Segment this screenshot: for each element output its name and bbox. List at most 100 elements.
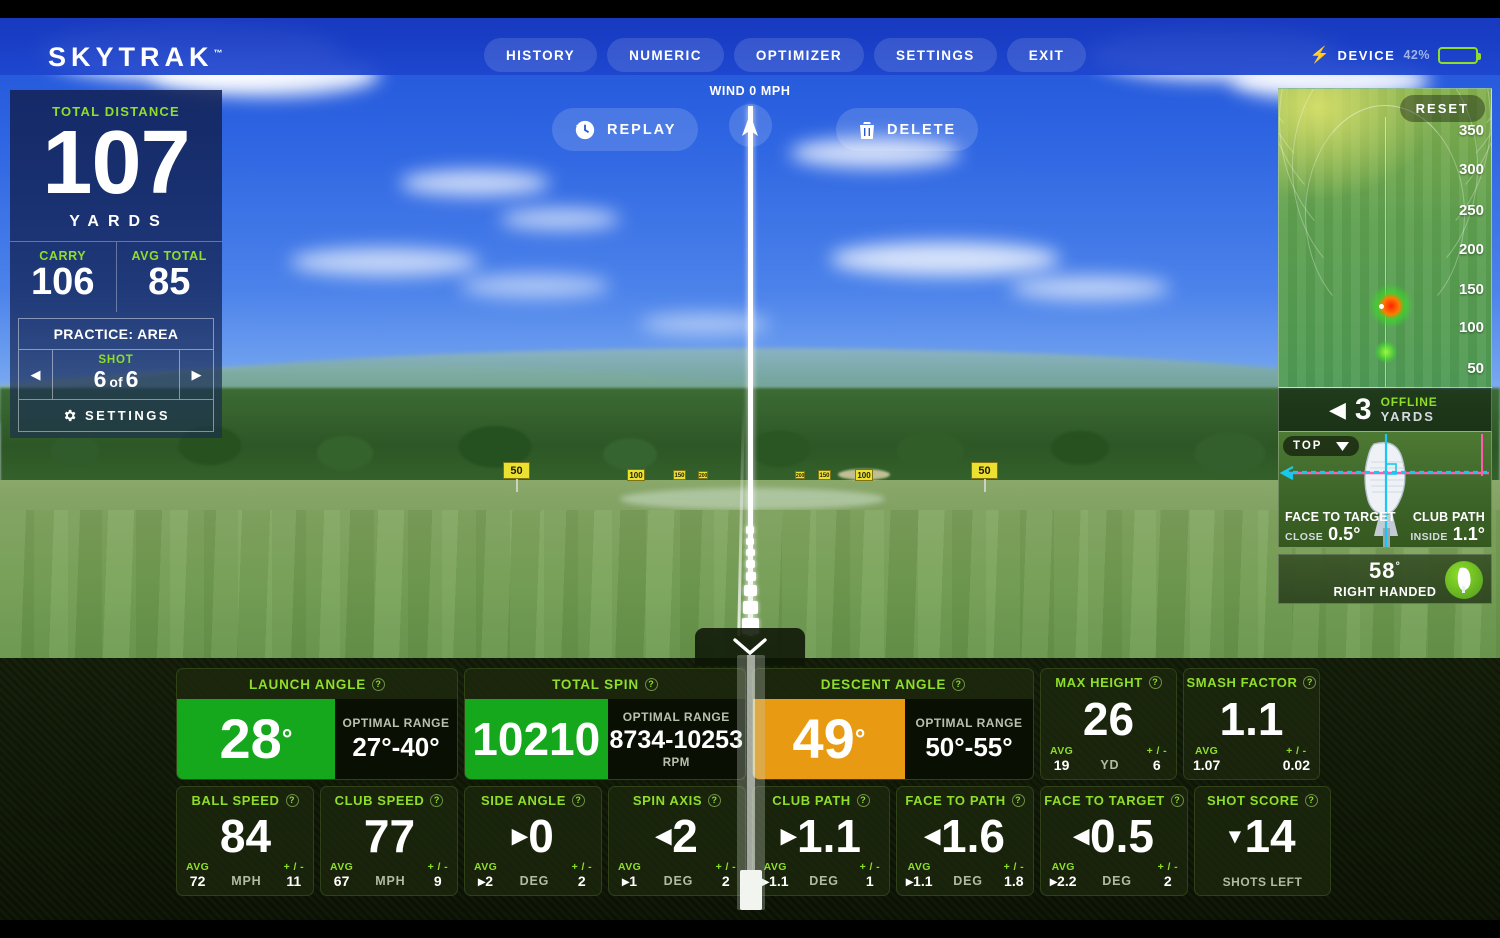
yard-marker-50-left: 50	[503, 462, 530, 479]
practice-settings-button[interactable]: SETTINGS	[19, 400, 213, 431]
smash-factor-header: SMASH FACTOR ?	[1184, 669, 1319, 696]
wind-direction-button[interactable]	[728, 104, 772, 147]
nav-button-history[interactable]: HISTORY	[484, 38, 598, 72]
avg-label: AVG	[763, 860, 787, 873]
delete-button[interactable]: DELETE	[836, 108, 979, 151]
spin-axis-footer: AVG ▸1 DEG + / - 2	[609, 859, 745, 895]
help-icon[interactable]: ?	[1304, 793, 1318, 807]
bottom-letterbox	[0, 920, 1500, 938]
optimal-range-label: OPTIMAL RANGE	[342, 715, 450, 730]
stat-card-face-to-target[interactable]: FACE TO TARGET ? ◂ 0.5 AVG ▸2.2 DEG + / -…	[1040, 786, 1188, 896]
help-icon[interactable]: ?	[1303, 676, 1317, 690]
yard-marker-post	[984, 470, 986, 492]
ball-position-marker	[743, 601, 758, 614]
stat-card-club-speed[interactable]: CLUB SPEED ? 77 AVG 67 MPH + / - 9	[320, 786, 458, 896]
wedge-glyph	[1457, 567, 1471, 593]
club-delivery-viewer[interactable]: TOP	[1278, 431, 1492, 548]
help-icon[interactable]: ?	[1011, 793, 1025, 807]
ball-speed-footer: AVG 72 MPH + / - 11	[177, 859, 313, 895]
stat-card-side-angle[interactable]: SIDE ANGLE ? ▸ 0 AVG ▸2 DEG + / - 2	[464, 786, 602, 896]
help-icon[interactable]: ?	[285, 793, 299, 807]
avg-arrow: ▸	[622, 872, 630, 889]
face-to-path-header: FACE TO PATH ?	[897, 787, 1033, 813]
club-selector[interactable]: 58° RIGHT HANDED	[1278, 554, 1492, 604]
shot-score-header: SHOT SCORE ?	[1195, 787, 1330, 813]
face-to-path-variance: + / - 1.8	[1004, 861, 1024, 889]
device-label: DEVICE	[1337, 47, 1396, 63]
offline-readout: ◀ 3 OFFLINE YARDS	[1278, 388, 1492, 431]
avg-value: ▸1	[622, 873, 637, 889]
dispersion-tick-50: 50	[1467, 360, 1484, 377]
optimal-card-total-spin[interactable]: TOTAL SPIN ? 10210 OPTIMAL RANGE 8734-10…	[464, 668, 746, 780]
pm-value: 2	[577, 872, 586, 889]
slider-knob[interactable]	[740, 870, 762, 910]
launch-angle-body: 28 ° OPTIMAL RANGE 27°-40°	[177, 699, 457, 779]
stat-card-max-height[interactable]: MAX HEIGHT ? 26 AVG 19 YD + / - 6	[1040, 668, 1177, 780]
dispersion-tick-300: 300	[1458, 161, 1484, 178]
help-icon[interactable]: ?	[571, 793, 585, 807]
nav-button-numeric[interactable]: NUMERIC	[607, 38, 724, 72]
dispersion-map[interactable]: RESET 350 300 250 200 150 100 50	[1278, 88, 1492, 388]
shot-label: SHOT	[98, 354, 134, 367]
slider-track	[747, 655, 755, 910]
max-height-unit: YD	[1100, 758, 1120, 772]
avg-total-label: AVG TOTAL	[131, 248, 208, 263]
nav-button-settings[interactable]: SETTINGS	[873, 38, 997, 72]
stat-card-smash-factor[interactable]: SMASH FACTOR ? 1.1 AVG 1.07 + / - 0.02	[1183, 668, 1320, 780]
help-icon[interactable]: ?	[430, 793, 444, 807]
replay-label: REPLAY	[607, 121, 677, 138]
club-view-select[interactable]: TOP	[1283, 436, 1360, 456]
club-speed-value: 77	[321, 813, 457, 859]
avg-arrow: ▸	[762, 872, 770, 889]
stat-card-shot-score[interactable]: SHOT SCORE ? ▾ 14 SHOTS LEFT	[1194, 786, 1331, 896]
smash-factor-value: 1.1	[1219, 693, 1284, 746]
club-speed-avg: AVG 67	[330, 861, 353, 889]
help-icon[interactable]: ?	[856, 793, 870, 807]
stat-card-spin-axis[interactable]: SPIN AXIS ? ◂ 2 AVG ▸1 DEG + / - 2	[608, 786, 746, 896]
replay-icon	[575, 120, 595, 139]
next-shot-button[interactable]: ▶	[179, 350, 213, 400]
stat-card-ball-speed[interactable]: BALL SPEED ? 84 AVG 72 MPH + / - 11	[176, 786, 314, 896]
help-icon[interactable]: ?	[708, 793, 722, 807]
spin-axis-title: SPIN AXIS	[632, 792, 703, 808]
replay-button[interactable]: REPLAY	[552, 108, 699, 151]
reset-dispersion-button[interactable]: RESET	[1399, 95, 1485, 122]
avg-value: ▸1.1	[906, 873, 933, 889]
shot-counter-value: 6 of 6	[53, 366, 179, 393]
shot-summary-panel: TOTAL DISTANCE 107 YARDS CARRY 106 AVG T…	[10, 90, 222, 439]
total-spin-range: OPTIMAL RANGE 8734-10253 RPM	[607, 699, 745, 779]
gear-icon	[64, 410, 76, 422]
help-icon[interactable]: ?	[372, 677, 386, 691]
avg-number: 67	[333, 872, 350, 889]
trash-icon	[860, 121, 874, 139]
delete-label: DELETE	[887, 121, 957, 138]
face-to-target-title: FACE TO TARGET	[1044, 792, 1165, 808]
nav-button-exit[interactable]: EXIT	[1006, 38, 1087, 72]
face-to-target-readout: FACE TO TARGET CLOSE 0.5°	[1285, 510, 1396, 545]
stat-card-face-to-path[interactable]: FACE TO PATH ? ◂ 1.6 AVG ▸1.1 DEG + / - 1…	[896, 786, 1034, 896]
carry-label: CARRY	[39, 248, 87, 263]
prev-shot-button[interactable]: ◀	[19, 350, 53, 400]
nav-button-optimizer[interactable]: OPTIMIZER	[733, 38, 864, 72]
device-status[interactable]: ⚡ DEVICE 42%	[1310, 45, 1481, 65]
panel-resize-slider[interactable]	[737, 655, 765, 910]
degree-symbol: °	[281, 723, 293, 754]
offline-unit: YARDS	[1380, 409, 1435, 424]
shot-counter: SHOT 6 of 6	[53, 350, 179, 399]
yard-marker-100-left: 100	[627, 469, 645, 481]
avg-label: AVG	[474, 860, 498, 873]
max-height-avg: AVG 19	[1050, 745, 1073, 773]
help-icon[interactable]: ?	[1170, 793, 1184, 807]
help-icon[interactable]: ?	[952, 677, 966, 691]
club-speed-unit: MPH	[375, 874, 406, 888]
help-icon[interactable]: ?	[1148, 676, 1162, 690]
direction-arrow: ▾	[1229, 823, 1241, 849]
degree-symbol: °	[1395, 560, 1401, 573]
optimal-card-descent-angle[interactable]: DESCENT ANGLE ? 49 ° OPTIMAL RANGE 50°-55…	[752, 668, 1034, 780]
stat-card-club-path[interactable]: CLUB PATH ? ▸ 1.1 AVG ▸1.1 DEG + / - 1	[752, 786, 890, 896]
practice-settings-label: SETTINGS	[84, 408, 170, 424]
club-speed-title: CLUB SPEED	[334, 792, 425, 808]
help-icon[interactable]: ?	[644, 677, 658, 691]
optimal-card-launch-angle[interactable]: LAUNCH ANGLE ? 28 ° OPTIMAL RANGE 27°-40°	[176, 668, 458, 780]
club-path-avg: AVG ▸1.1	[762, 861, 789, 889]
